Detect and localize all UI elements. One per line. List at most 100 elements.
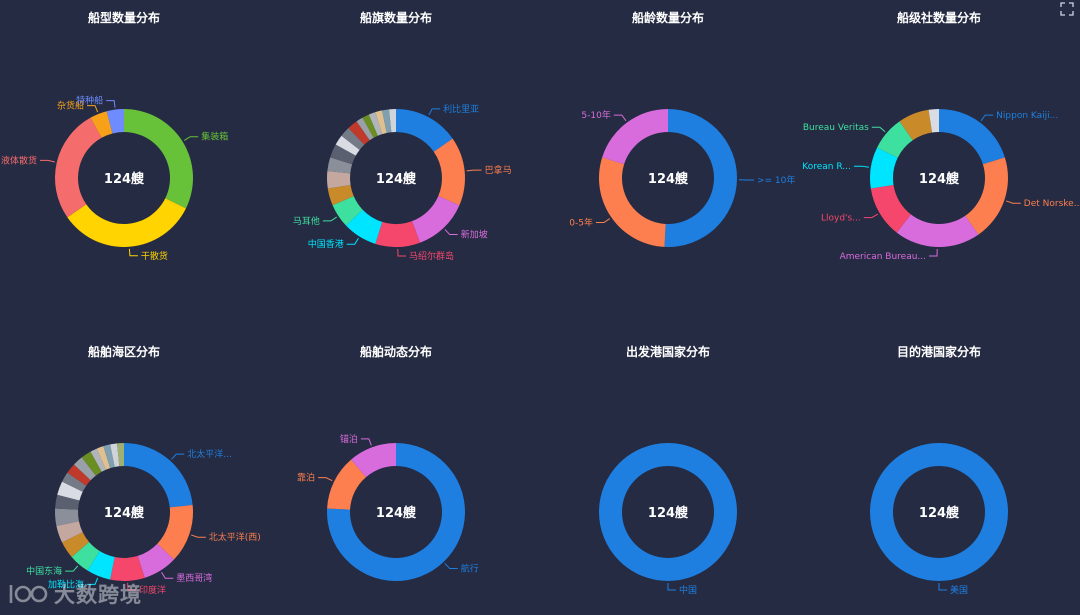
donut-slice[interactable]	[411, 196, 460, 243]
donut-slice[interactable]	[332, 196, 363, 226]
donut-slice[interactable]	[433, 138, 465, 206]
donut-slice[interactable]	[375, 110, 387, 135]
center-count-label: 124艘	[376, 171, 417, 187]
donut-slice[interactable]	[351, 443, 396, 478]
donut-slice[interactable]	[62, 532, 90, 557]
donut-slice[interactable]	[90, 448, 106, 472]
center-count-label: 124艘	[104, 505, 145, 521]
donut-slice[interactable]	[57, 481, 83, 501]
donut-slice[interactable]	[598, 157, 666, 247]
label-leader-line	[466, 169, 482, 172]
donut-slice[interactable]	[341, 127, 365, 150]
label-leader-line	[106, 100, 116, 108]
donut-slice[interactable]	[382, 109, 392, 133]
slice-label: 中国东海	[26, 565, 62, 577]
donut-slice[interactable]	[330, 144, 356, 165]
label-leader-line	[87, 105, 99, 113]
label-leader-line	[595, 218, 611, 224]
donut-slice[interactable]	[71, 541, 100, 571]
donut-slice[interactable]	[368, 112, 383, 136]
donut-slice[interactable]	[67, 198, 186, 247]
donut-slice[interactable]	[375, 221, 420, 247]
donut-slice[interactable]	[599, 443, 737, 581]
donut-slice[interactable]	[103, 444, 115, 469]
donut-slice[interactable]	[327, 171, 351, 189]
donut-slice[interactable]	[870, 147, 898, 189]
watermark: 大数跨境	[8, 579, 142, 609]
slice-label: 中国香港	[308, 238, 344, 250]
slice-label: 新加坡	[461, 229, 488, 241]
donut-slice[interactable]	[939, 109, 1005, 165]
center-count-label: 124艘	[104, 171, 145, 187]
donut-slice[interactable]	[602, 109, 668, 165]
label-leader-line	[871, 126, 886, 133]
slice-label: Nippon Kaiji...	[996, 111, 1058, 121]
donut-slice[interactable]	[389, 109, 396, 133]
donut-slice[interactable]	[106, 109, 124, 134]
donut-slice[interactable]	[327, 443, 465, 581]
slice-label: 干散货	[141, 250, 168, 262]
donut-slice[interactable]	[73, 457, 96, 481]
donut-slice[interactable]	[870, 443, 1008, 581]
donut-slice[interactable]	[81, 451, 102, 476]
chart-title: 船旗数量分布	[360, 10, 432, 25]
donut-slice[interactable]	[110, 443, 120, 467]
donut-slice[interactable]	[90, 111, 113, 138]
donut-slice[interactable]	[896, 214, 979, 247]
label-leader-line	[444, 229, 458, 236]
label-leader-line	[87, 577, 99, 585]
slice-label: American Bureau...	[840, 252, 926, 262]
donut-slice[interactable]	[327, 184, 354, 206]
label-leader-line	[128, 248, 138, 257]
chart-title: 船型数量分布	[88, 10, 160, 25]
label-leader-line	[65, 565, 79, 572]
slice-label: 马耳他	[293, 215, 320, 227]
center-count-label: 124艘	[648, 505, 689, 521]
donut-slice[interactable]	[67, 464, 91, 486]
donut-slice[interactable]	[54, 117, 102, 218]
donut-slice[interactable]	[87, 551, 115, 580]
label-leader-line	[346, 237, 359, 245]
donut-slice[interactable]	[877, 121, 913, 158]
chart-title: 船舶海区分布	[88, 344, 160, 359]
donut-slice[interactable]	[124, 109, 193, 209]
donut-slice[interactable]	[124, 443, 193, 508]
donut-slice[interactable]	[157, 505, 193, 560]
donut-slice[interactable]	[62, 472, 87, 492]
label-leader-line	[322, 216, 337, 222]
expand-icon[interactable]	[1060, 2, 1074, 16]
slice-label: 北太平洋...	[187, 448, 232, 460]
label-leader-line	[613, 114, 627, 122]
donut-slice[interactable]	[335, 135, 360, 156]
donut-slice[interactable]	[110, 555, 145, 581]
label-leader-line	[161, 571, 174, 579]
donut-slice[interactable]	[117, 443, 124, 467]
donut-chart: 船龄数量分布 >= 10年 0-5年 5-10年 124艘	[569, 10, 795, 247]
chart-title: 船龄数量分布	[632, 10, 704, 25]
donut-slice[interactable]	[396, 109, 453, 152]
donut-slice[interactable]	[55, 494, 80, 510]
slice-label: 墨西哥湾	[176, 572, 212, 584]
donut-slice[interactable]	[55, 508, 79, 526]
donut-slice[interactable]	[928, 109, 939, 133]
chart-title: 目的港国家分布	[897, 344, 981, 359]
donut-slice[interactable]	[356, 117, 374, 141]
slice-label: Det Norske...	[1024, 199, 1080, 209]
donut-slice[interactable]	[345, 209, 383, 244]
donut-slice[interactable]	[664, 109, 738, 247]
donut-slice[interactable]	[327, 157, 353, 174]
center-count-label: 124艘	[919, 171, 960, 187]
donut-slice[interactable]	[327, 459, 367, 510]
donut-slice[interactable]	[56, 521, 83, 543]
slice-label: 加勒比海	[48, 578, 84, 590]
donut-slice[interactable]	[362, 114, 378, 138]
donut-slice[interactable]	[965, 157, 1008, 235]
donut-slice[interactable]	[96, 446, 111, 470]
center-count-label: 124艘	[376, 505, 417, 521]
donut-slice[interactable]	[348, 121, 370, 145]
donut-slice[interactable]	[870, 184, 911, 233]
donut-slice[interactable]	[137, 543, 175, 578]
donut-slice[interactable]	[899, 109, 933, 141]
